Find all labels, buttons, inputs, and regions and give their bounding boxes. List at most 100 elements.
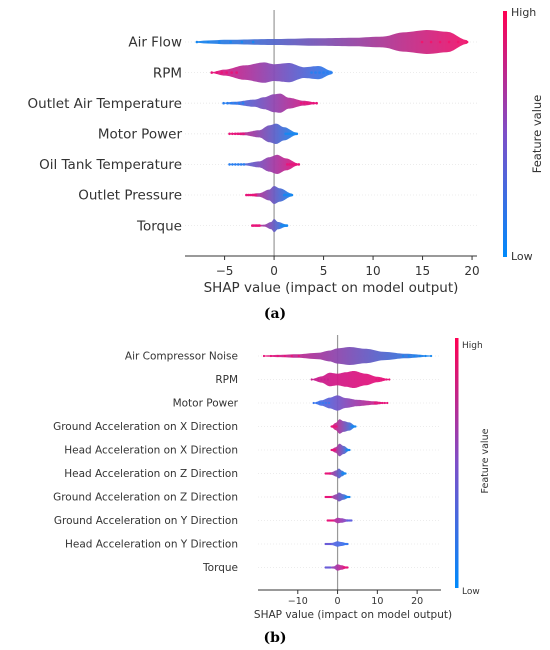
panel-b-point: [383, 401, 386, 405]
panel-b-point: [380, 378, 383, 381]
panel-b-point: [373, 401, 377, 405]
panel-b-violin-ground-acceleration-on-x-direction: [331, 419, 356, 434]
panel-a-point: [246, 193, 250, 197]
panel-a-point: [242, 132, 245, 136]
panel-a-point: [215, 71, 219, 74]
panel-b-point: [313, 378, 317, 381]
panel-a-point: [293, 132, 296, 136]
panel-b-point: [388, 378, 391, 381]
panel-a-point: [295, 132, 299, 136]
panel-a-point: [225, 71, 228, 74]
panel-b-point: [310, 378, 313, 381]
panel-a-point: [250, 193, 254, 197]
panel-a-point: [233, 132, 237, 136]
panel-b-chart: Air Compressor Noise RPM Motor Power Ground…: [53, 335, 491, 646]
panel-a-tick-label: 10: [365, 264, 380, 278]
panel-b-point: [385, 378, 388, 381]
panel-a-feature-label-torque: Torque: [136, 218, 182, 234]
panel-b-colorbar-low: Low: [462, 587, 480, 597]
panel-b-point: [262, 354, 266, 358]
panel-b-point: [342, 566, 345, 569]
panel-a-colorbar: [503, 11, 507, 257]
panel-a-point: [231, 163, 234, 166]
panel-b-caption: (b): [263, 630, 286, 646]
panel-b-point: [290, 354, 293, 358]
panel-a-point: [245, 193, 248, 197]
panel-a-point: [231, 132, 234, 136]
panel-a-tick-label: 0: [270, 264, 278, 278]
panel-a-point: [241, 101, 245, 105]
panel-b-point: [283, 354, 286, 358]
panel-a-violin-outlet-pressure: [246, 186, 292, 204]
panel-a-point: [310, 71, 313, 74]
panel-a-violin-outlet-air-temperature: [223, 93, 317, 113]
panel-a-point: [242, 163, 246, 166]
panel-b-violin-motor-power: [313, 395, 388, 411]
panel-b-tick-label: −10: [288, 596, 308, 607]
panel-b-violin-torque: [325, 564, 348, 571]
panel-b-point: [328, 472, 331, 475]
panel-a-tick-label: −5: [216, 264, 234, 278]
panel-a-point: [429, 40, 433, 44]
panel-b-point: [324, 401, 328, 405]
panel-b-point: [381, 401, 384, 405]
panel-a-point: [230, 71, 233, 74]
panel-a-point: [288, 163, 291, 166]
panel-b-x-ticks: −10 0 10 20: [288, 590, 423, 607]
panel-a-point: [228, 132, 231, 136]
panel-a-feature-labels: Air Flow RPM Outlet Air Temperature Motor P…: [28, 35, 183, 235]
panel-a-point: [322, 71, 325, 74]
panel-b-violin-ground-acceleration-on-z-direction: [325, 492, 350, 502]
panel-a-point: [312, 101, 315, 105]
panel-a-point: [330, 71, 333, 74]
panel-a-point: [235, 71, 238, 74]
panel-b-point: [383, 378, 386, 381]
panel-a-colorbar-label: Feature value: [530, 95, 544, 174]
panel-a-tick-label: 20: [464, 264, 479, 278]
panel-a-point: [420, 40, 424, 44]
panel-a-point: [299, 101, 303, 105]
panel-a-point: [326, 71, 329, 74]
panel-b-point: [413, 354, 416, 358]
panel-b-point: [331, 519, 334, 522]
panel-a-point: [447, 40, 451, 44]
panel-a-feature-label-outlet-air-temperature: Outlet Air Temperature: [28, 96, 182, 112]
panel-b-point: [334, 448, 337, 452]
panel-a-point: [240, 40, 244, 44]
panel-a-violin-motor-power: [229, 123, 297, 144]
panel-a-point: [210, 71, 214, 74]
panel-b-point: [326, 378, 329, 381]
panel-a-caption: (a): [264, 306, 286, 322]
panel-a-point: [302, 101, 306, 105]
panel-a-point: [295, 163, 298, 166]
panel-b-point: [323, 378, 326, 381]
panel-b-point: [342, 542, 345, 546]
panel-b-colorbar: [455, 338, 459, 588]
panel-a-colorbar-high: High: [511, 6, 536, 19]
panel-a-violins: [195, 30, 469, 233]
panel-b-colorbar-label: Feature value: [480, 428, 491, 493]
panel-b-feature-label-ground-acceleration-on-y-direction: Ground Acceleration on Y Direction: [54, 515, 238, 527]
panel-a-point: [252, 193, 256, 197]
panel-a-feature-label-outlet-pressure: Outlet Pressure: [78, 188, 182, 204]
panel-b-point: [429, 354, 433, 358]
panel-a-x-ticks: −5 0 5 10 15 20: [216, 256, 480, 278]
panel-a-point: [306, 101, 309, 105]
panel-b-point: [418, 354, 422, 358]
panel-a-chart: Air Flow RPM Outlet Air Temperature Motor P…: [28, 6, 544, 322]
panel-b-point: [346, 519, 349, 522]
panel-a-feature-label-rpm: RPM: [153, 65, 182, 81]
panel-b-point: [335, 425, 338, 428]
panel-a-point: [297, 163, 301, 166]
panel-b-point: [329, 566, 332, 569]
panel-a-point: [234, 163, 237, 166]
panel-b-point: [318, 401, 321, 405]
panel-a-point: [206, 40, 210, 44]
panel-a-point: [236, 163, 240, 166]
panel-a-x-axis-label: SHAP value (impact on model output): [204, 280, 459, 296]
panel-b-point: [320, 378, 323, 381]
panel-b-feature-label-air-compressor-noise: Air Compressor Noise: [125, 351, 238, 363]
panel-a-point: [284, 132, 287, 136]
panel-b-point: [269, 354, 273, 358]
